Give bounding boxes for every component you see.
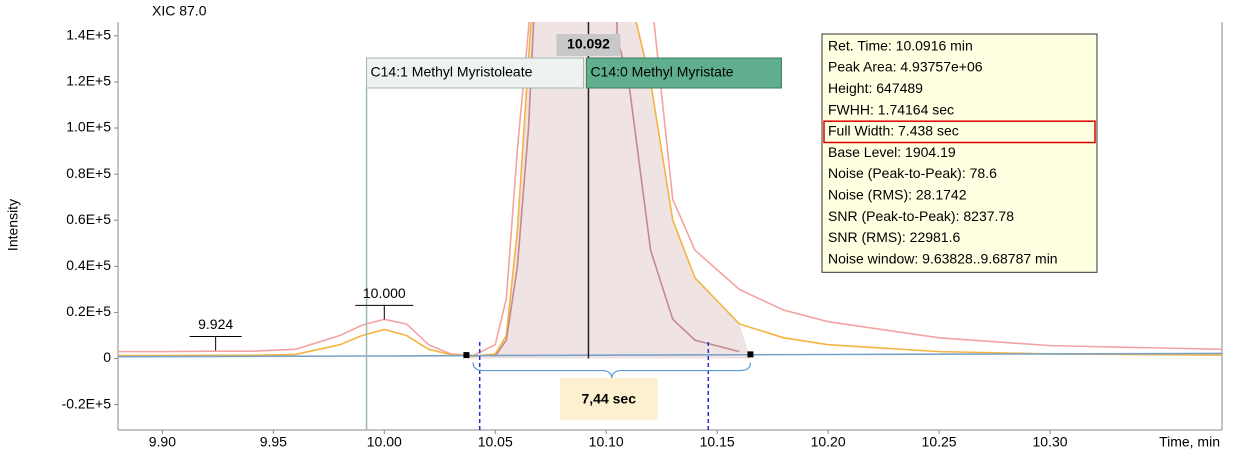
- peak-label-box: [556, 34, 621, 56]
- brace-label: 7,44 sec: [581, 391, 636, 407]
- peak-label: 10.092: [567, 36, 610, 52]
- x-axis-label: Time, min: [1159, 434, 1220, 450]
- x-tick-label: 10.20: [811, 434, 846, 450]
- x-tick-label: 10.00: [367, 434, 402, 450]
- compound-label-box: [366, 57, 585, 89]
- y-tick-label: 0.4E+5: [66, 257, 111, 273]
- tooltip-line: Noise window: 9.63828..9.68787 min: [828, 250, 1058, 266]
- y-axis-label: Intensity: [5, 199, 21, 251]
- tooltip-line: Height: 647489: [828, 80, 923, 96]
- x-tick-label: 10.10: [589, 434, 624, 450]
- y-tick-label: -0.2E+5: [62, 395, 112, 411]
- boundary-marker: [747, 351, 754, 358]
- tooltip-highlight: [823, 120, 1096, 144]
- compound-label: C14:1 Methyl Myristoleate: [371, 64, 533, 80]
- y-tick-label: 0.2E+5: [66, 303, 111, 319]
- tooltip-line: FWHH: 1.74164 sec: [828, 101, 954, 117]
- tooltip-line: Full Width: 7.438 sec: [828, 123, 959, 139]
- chart-title: XIC 87.0: [152, 3, 207, 19]
- compound-label: C14:0 Methyl Myristate: [590, 64, 733, 80]
- tooltip-line: SNR (RMS): 22981.6: [828, 229, 960, 245]
- x-tick-label: 10.30: [1032, 434, 1067, 450]
- y-tick-label: 1.0E+5: [66, 119, 111, 135]
- tooltip-line: Noise (RMS): 28.1742: [828, 186, 967, 202]
- boundary-marker: [463, 352, 470, 359]
- y-tick-label: 0.6E+5: [66, 211, 111, 227]
- x-tick-label: 9.95: [260, 434, 287, 450]
- tooltip-line: Ret. Time: 10.0916 min: [828, 37, 973, 53]
- x-tick-label: 10.05: [478, 434, 513, 450]
- y-tick-label: 1.2E+5: [66, 73, 111, 89]
- peak-area: [466, 22, 751, 359]
- y-tick-label: 1.4E+5: [66, 27, 111, 43]
- series-line: [118, 22, 1222, 357]
- x-tick-label: 10.15: [700, 434, 735, 450]
- y-tick-label: 0.8E+5: [66, 165, 111, 181]
- x-tick-label: 10.25: [922, 434, 957, 450]
- tooltip-line: Noise (Peak-to-Peak): 78.6: [828, 165, 997, 181]
- tooltip-line: Peak Area: 4.93757e+06: [828, 59, 983, 75]
- x-tick-label: 9.90: [149, 434, 176, 450]
- compound-label-box: [585, 57, 782, 89]
- series-line: [118, 352, 1222, 358]
- y-tick-label: 0: [103, 349, 111, 365]
- peak-label: 10.000: [363, 285, 406, 301]
- series-line: [494, 22, 740, 357]
- peak-label: 9.924: [198, 316, 233, 332]
- tooltip-line: SNR (Peak-to-Peak): 8237.78: [828, 208, 1014, 224]
- tooltip-line: Base Level: 1904.19: [828, 144, 956, 160]
- brace-label-box: [559, 378, 658, 420]
- tooltip-box: [821, 33, 1098, 273]
